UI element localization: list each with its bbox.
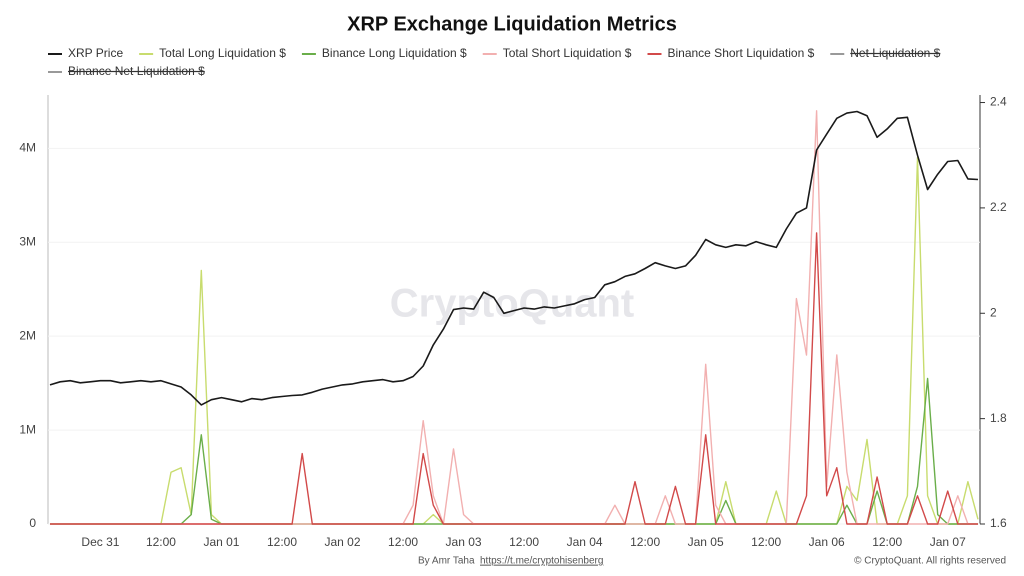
legend-label: Net Liquidation $: [850, 46, 940, 60]
footer-link[interactable]: https://t.me/cryptohisenberg: [480, 556, 603, 567]
y-tick-label: 2M: [19, 328, 36, 342]
y2-tick-label: 2.4: [990, 95, 1007, 109]
series-line: [50, 157, 979, 525]
y2-tick-label: 1.6: [990, 516, 1007, 530]
x-tick-label: 12:00: [267, 535, 297, 549]
footer-copyright: © CryptoQuant. All rights reserved: [854, 556, 1006, 567]
x-tick-label: 12:00: [509, 535, 539, 549]
watermark: CryptoQuant: [390, 282, 634, 326]
x-tick-label: Dec 31: [81, 535, 119, 549]
x-tick-label: Jan 01: [203, 535, 239, 549]
y2-tick-label: 1.8: [990, 411, 1007, 425]
legend-label: Binance Short Liquidation $: [667, 46, 814, 60]
x-tick-label: 12:00: [388, 535, 418, 549]
y-tick-label: 3M: [19, 234, 36, 248]
x-tick-label: 12:00: [146, 535, 176, 549]
series-line: [50, 232, 978, 525]
legend-label: Binance Long Liquidation $: [322, 46, 467, 60]
x-tick-label: Jan 02: [325, 535, 361, 549]
legend-label: Binance Net Liquidation $: [68, 64, 205, 78]
x-tick-label: Jan 07: [930, 535, 966, 549]
x-tick-label: 12:00: [751, 535, 781, 549]
legend-label: XRP Price: [68, 46, 123, 60]
y2-tick-label: 2: [990, 305, 997, 319]
series-line: [49, 110, 979, 406]
x-tick-label: Jan 05: [688, 535, 724, 549]
chart-title: XRP Exchange Liquidation Metrics: [347, 13, 677, 35]
y2-tick-label: 2.2: [990, 200, 1007, 214]
x-tick-label: Jan 04: [567, 535, 603, 549]
legend-label: Total Long Liquidation $: [159, 46, 286, 60]
footer-author: By Amr Taha: [418, 556, 475, 567]
x-tick-label: 12:00: [872, 535, 902, 549]
x-tick-label: Jan 06: [809, 535, 845, 549]
y-tick-label: 0: [29, 516, 36, 530]
x-tick-label: 12:00: [630, 535, 660, 549]
y-tick-label: 4M: [19, 141, 36, 155]
y-tick-label: 1M: [19, 422, 36, 436]
legend-label: Total Short Liquidation $: [503, 46, 632, 60]
x-tick-label: Jan 03: [446, 535, 482, 549]
